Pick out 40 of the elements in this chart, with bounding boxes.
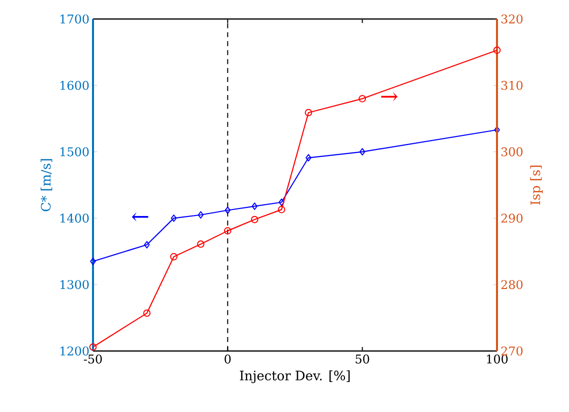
x-tick-label: 50 bbox=[356, 354, 370, 364]
point bbox=[90, 258, 96, 266]
y2-tick-label: 320 bbox=[501, 14, 523, 24]
x-tick-label: -50 bbox=[84, 354, 102, 364]
point bbox=[358, 94, 366, 102]
point bbox=[278, 198, 284, 206]
y-axis-title: C* [m/s] bbox=[40, 159, 52, 212]
y-tick-label: 1200 bbox=[60, 346, 89, 356]
point bbox=[278, 206, 286, 214]
x-tick-label: 0 bbox=[224, 354, 231, 364]
point bbox=[224, 206, 231, 214]
point bbox=[89, 343, 97, 351]
y-tick-label: 1400 bbox=[60, 214, 89, 223]
point bbox=[250, 216, 258, 224]
annotation: → bbox=[381, 92, 398, 102]
point bbox=[359, 148, 366, 156]
point bbox=[306, 154, 312, 162]
y-tick-label: 1700 bbox=[60, 14, 89, 24]
y2-tick-label: 290 bbox=[501, 214, 523, 223]
y2-axis-title: Isp [s] bbox=[530, 166, 543, 205]
y-tick-label: 1500 bbox=[60, 147, 89, 156]
point bbox=[198, 211, 204, 219]
y-tick-label: 1600 bbox=[60, 80, 89, 90]
y2-tick-label: 310 bbox=[501, 80, 523, 90]
point bbox=[197, 240, 204, 248]
x-tick-label: 100 bbox=[487, 354, 508, 364]
annotation: ← bbox=[132, 212, 148, 222]
y2-tick-label: 300 bbox=[501, 147, 523, 156]
point bbox=[304, 108, 312, 116]
y2-tick-label: 280 bbox=[501, 280, 523, 290]
point bbox=[493, 46, 501, 54]
y2-tick-label: 270 bbox=[501, 346, 523, 356]
point bbox=[143, 309, 151, 317]
point bbox=[170, 253, 178, 260]
point bbox=[252, 202, 258, 210]
x-axis-title: Injector Dev. [%] bbox=[240, 370, 350, 384]
point bbox=[170, 214, 177, 222]
point bbox=[144, 241, 150, 248]
y-tick-label: 1300 bbox=[60, 280, 89, 290]
point bbox=[224, 227, 232, 234]
